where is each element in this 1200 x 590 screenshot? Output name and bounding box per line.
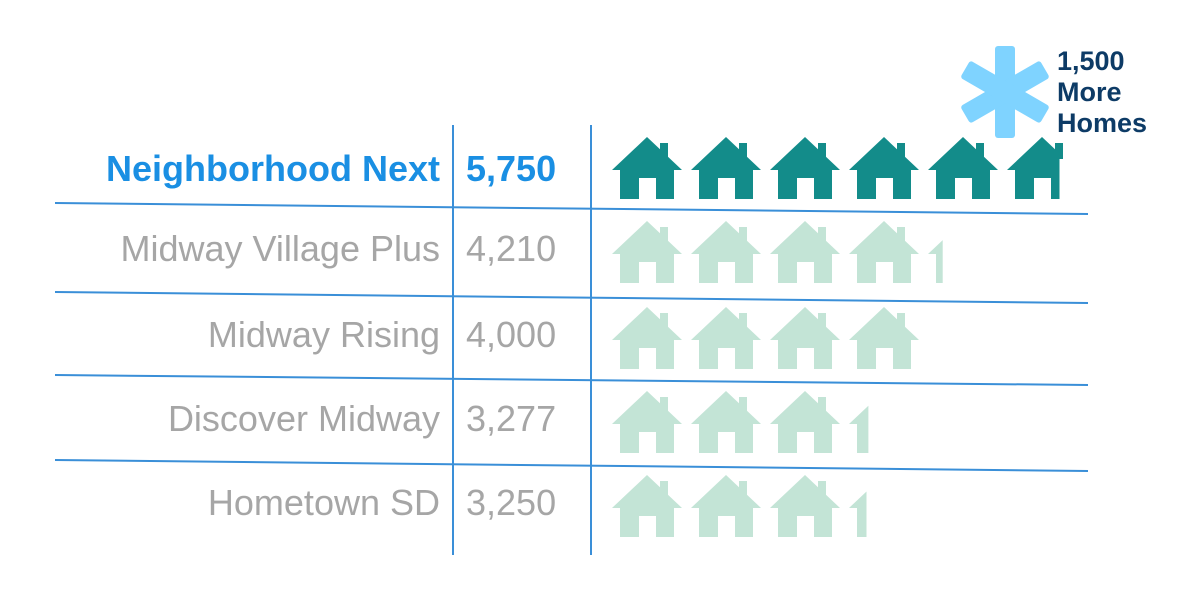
house-icon (928, 137, 998, 199)
house-icon (849, 137, 919, 199)
house-icon (849, 221, 919, 283)
house-icon (928, 240, 943, 283)
row-divider (54, 374, 1089, 386)
row-value: 4,210 (466, 228, 556, 269)
house-icon (770, 137, 840, 199)
row-value: 5,750 (466, 148, 556, 189)
row-label: Neighborhood Next (106, 148, 440, 189)
house-icon (770, 307, 840, 369)
house-icon (770, 475, 840, 537)
row-value: 4,000 (466, 314, 556, 355)
row-label: Discover Midway (168, 398, 440, 439)
row-label: Midway Rising (208, 314, 440, 355)
asterisk-arm (961, 61, 1049, 123)
house-icon (849, 491, 867, 537)
house-icon (612, 221, 682, 283)
house-icon (849, 405, 869, 453)
house-icon (691, 475, 761, 537)
house-icon (691, 307, 761, 369)
row-label: Midway Village Plus (121, 228, 440, 269)
annotation: 1,500 More Homes (955, 42, 1195, 142)
house-icon (612, 475, 682, 537)
house-icon (691, 221, 761, 283)
row-value: 3,277 (466, 398, 556, 439)
row-divider (54, 202, 1089, 215)
house-icon (1007, 137, 1063, 199)
house-icon (612, 391, 682, 453)
row-divider (54, 291, 1089, 304)
house-icon (691, 391, 761, 453)
row-divider (54, 459, 1089, 472)
house-icon (612, 137, 682, 199)
row-label: Hometown SD (208, 482, 440, 523)
row-value: 3,250 (466, 482, 556, 523)
annotation-label: 1,500 More Homes (1057, 46, 1148, 138)
house-icon (691, 137, 761, 199)
house-icon (849, 307, 919, 369)
house-icon (612, 307, 682, 369)
house-icon (770, 391, 840, 453)
house-icon (770, 221, 840, 283)
asterisk-icon (961, 46, 1049, 138)
